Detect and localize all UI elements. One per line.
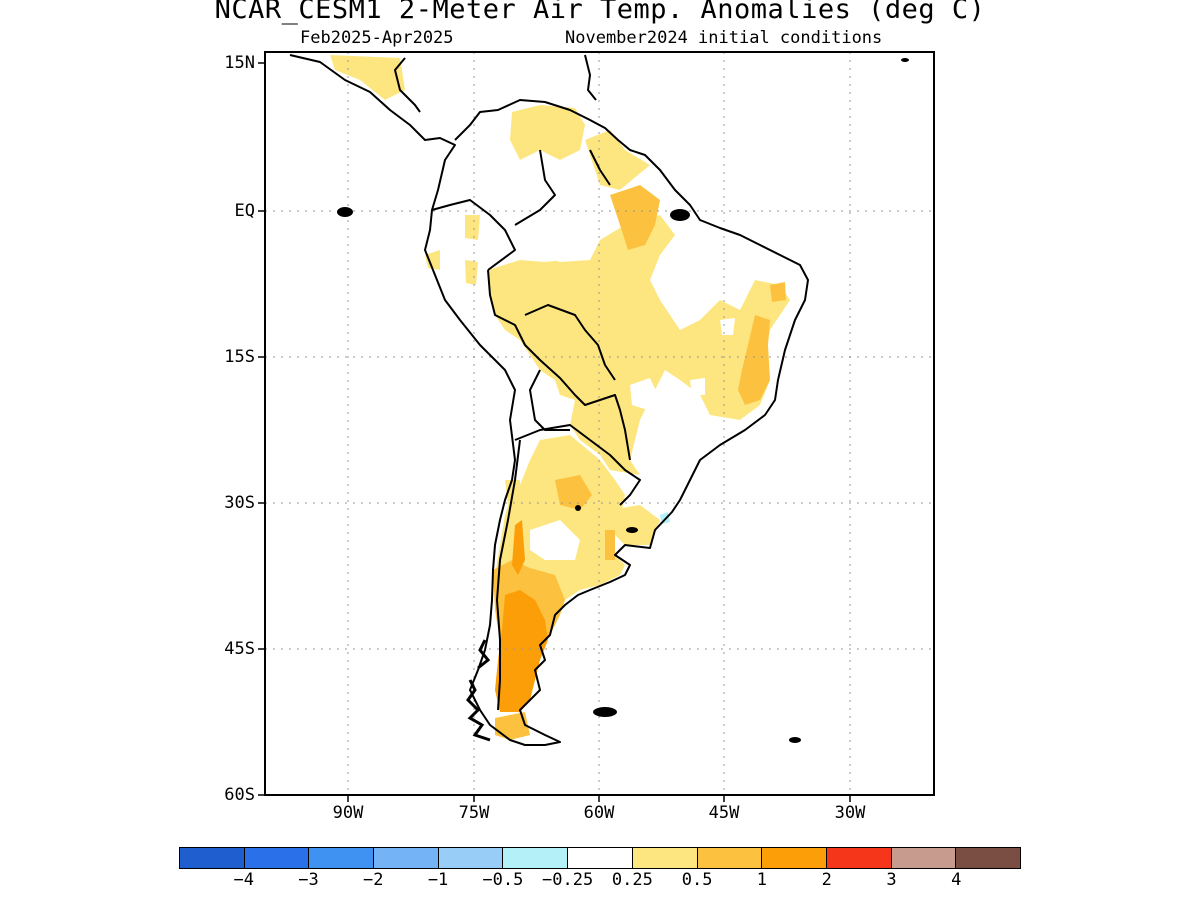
colorbar-tick-label: 3 [886, 870, 897, 890]
colorbar-tick-label: 1 [756, 870, 768, 890]
lat-label-15s: 15S [224, 347, 255, 367]
colorbar-tick-label: −2 [363, 870, 384, 890]
colorbar-tick-label: −0.25 [542, 870, 594, 890]
colorbar-swatch [180, 848, 245, 868]
colorbar-tick-label: 4 [951, 870, 962, 890]
map-title: NCAR_CESM1 2-Meter Air Temp. Anomalies (… [214, 0, 986, 25]
colorbar-tick-label: −1 [427, 870, 449, 890]
colorbar-swatch [374, 848, 439, 868]
anomaly-shading-light-yellow [330, 55, 790, 610]
chile-fjords [466, 639, 491, 742]
lat-label-30s: 30S [224, 493, 255, 513]
colorbar-swatch [697, 848, 763, 868]
axis-ticks [258, 62, 851, 802]
coastlines [289, 54, 809, 746]
colorbar-tick-label: −0.5 [482, 870, 524, 890]
colorbar-swatch [503, 848, 569, 868]
colorbar [179, 847, 1021, 869]
lon-label-30w: 30W [834, 803, 866, 823]
colorbar-swatch [632, 848, 698, 868]
colorbar-tick-label: 0.5 [681, 870, 713, 890]
colorbar-swatch [762, 848, 827, 868]
lat-label-60s: 60S [224, 785, 255, 805]
colorbar-swatch [891, 848, 957, 868]
colorbar-tick-label: −3 [298, 870, 319, 890]
islands [337, 58, 909, 743]
lat-label-45s: 45S [224, 639, 255, 659]
colorbar-swatch [309, 848, 375, 868]
colorbar-swatch [956, 848, 1020, 868]
colorbar-tick-label: 0.25 [611, 870, 653, 890]
anomaly-shading-orange [495, 520, 548, 712]
lat-label-15n: 15N [224, 53, 255, 73]
lon-label-45w: 45W [708, 803, 740, 823]
colorbar-tick-label: −4 [233, 870, 254, 890]
anomaly-shading-neutral-holes [530, 225, 735, 560]
initial-conditions: November2024 initial conditions [565, 28, 883, 48]
lon-label-90w: 90W [332, 803, 364, 823]
colorbar-swatch [438, 848, 504, 868]
colorbar-swatch [826, 848, 892, 868]
forecast-period: Feb2025-Apr2025 [300, 28, 454, 48]
colorbar-swatch [244, 848, 310, 868]
colorbar-swatch [568, 848, 633, 868]
lat-label-eq: EQ [234, 201, 255, 221]
colorbar-tick-label: 2 [821, 870, 832, 890]
lon-label-60w: 60W [583, 803, 615, 823]
lon-label-75w: 75W [458, 803, 490, 823]
